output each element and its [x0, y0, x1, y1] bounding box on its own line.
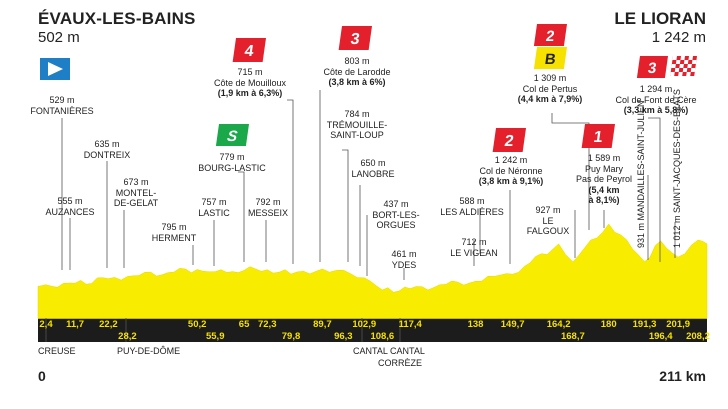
- start-town-name: ÉVAUX-LES-BAINS: [38, 9, 196, 28]
- km-mark-upper: 102,9: [352, 319, 377, 330]
- department-creuse: CREUSE: [38, 346, 76, 356]
- km-mark-upper: 164,2: [546, 319, 571, 330]
- start-flag-icon: [40, 58, 70, 80]
- sprint-badge: S: [215, 124, 249, 146]
- finish-town-name: LE LIORAN: [614, 9, 706, 28]
- department-puy-de-dome: PUY-DE-DÔME: [117, 346, 181, 356]
- bonus-icon: B: [544, 51, 557, 68]
- finish-altitude: 1 242 m: [651, 29, 706, 46]
- sprint-icon: S: [226, 128, 238, 145]
- cat3-badge-larodde: 3: [338, 26, 372, 50]
- waypoint-ydes: 461 m YDES: [391, 249, 417, 270]
- km-mark-upper: 89,7: [313, 319, 332, 330]
- km-mark-lower: 28,2: [118, 331, 137, 342]
- cat3-fdc-label: 3: [647, 60, 658, 77]
- waypoint-herment: 795 m HERMENT: [151, 222, 197, 243]
- start-km: 0: [38, 368, 46, 384]
- cat2-label: 2: [503, 132, 514, 150]
- km-mark-lower: 55,9: [205, 331, 225, 342]
- waypoint-le-vigean: 712 m LE VIGEAN: [450, 237, 498, 258]
- km-mark-lower: 108,6: [370, 331, 395, 342]
- km-mark-upper: 180: [600, 319, 617, 330]
- department-correze: CORRÈZE: [378, 358, 423, 368]
- finish-km: 211 km: [659, 368, 706, 384]
- cat4-label: 4: [243, 42, 254, 60]
- checkered-finish-icon: [670, 56, 697, 76]
- pointer-lines: [45, 90, 676, 342]
- km-mark-upper: 117,4: [398, 319, 422, 330]
- km-mark-lower: 196,4: [648, 331, 673, 342]
- waypoint-col-de-neronne: 1 242 m Col de Néronne (3,8 km à 9,1%): [478, 155, 544, 186]
- cat2-badge-neronne: 2: [492, 128, 526, 152]
- km-mark-lower: 96,3: [334, 331, 353, 342]
- cat3-badge-fontdecere: 3: [636, 56, 668, 78]
- waypoint-dontreix: 635 m DONTREIX: [83, 139, 131, 160]
- km-mark-upper: 50,2: [187, 319, 207, 330]
- elevation-profile-area: [37, 223, 708, 319]
- cat4-badge-mouilloux: 4: [232, 38, 266, 62]
- km-mark-upper: 201,9: [666, 319, 691, 330]
- bonus-badge-pertus: B: [533, 47, 567, 69]
- waypoint-col-de-font-de-cere: 1 294 m Col de Font de Cère (3,3 km à 5,8%…: [615, 84, 697, 115]
- waypoint-mandailles-saint-julien: 931 m MANDAILLES-SAINT-JULIEN: [636, 100, 646, 248]
- start-altitude: 502 m: [38, 29, 80, 46]
- km-mark-lower: 168,7: [560, 331, 585, 342]
- waypoint-col-de-pertus: 1 309 m Col de Pertus (4,4 km à 7,9%): [517, 73, 583, 104]
- km-mark-upper: 2,4: [39, 319, 53, 330]
- km-mark-lower: 79,8: [281, 331, 301, 342]
- km-band: [38, 318, 707, 342]
- waypoint-tremouille: 784 m TRÉMOUILLE- SAINT-LOUP: [326, 109, 388, 140]
- waypoint-cote-de-mouilloux: 715 m Côte de Mouilloux (1,9 km à 6,3%): [213, 67, 287, 98]
- km-mark-upper: 191,3: [632, 319, 657, 330]
- waypoint-bourg-lastic: 779 m BOURG-LASTIC: [198, 152, 266, 173]
- cat2-badge-pertus: 2: [533, 24, 567, 46]
- cat1-label: 1: [592, 128, 603, 146]
- waypoint-les-aldieres: 588 m LES ALDIÈRES: [440, 196, 504, 217]
- cat2-pertus-label: 2: [545, 28, 556, 45]
- waypoint-cote-de-larodde: 803 m Côte de Larodde (3,8 km à 6%): [323, 56, 391, 87]
- km-mark-upper: 11,7: [66, 319, 85, 330]
- waypoint-le-falgoux: 927 m LE FALGOUX: [526, 205, 570, 236]
- km-mark-upper: 72,3: [257, 319, 277, 330]
- km-mark-upper: 65: [238, 319, 250, 330]
- waypoint-bort-les-orgues: 437 m BORT-LES- ORGUES: [372, 199, 420, 230]
- cat1-badge-peyrol: 1: [581, 124, 615, 148]
- waypoint-saint-jacques-des-blats: 1 012 m SAINT-JACQUES-DES-BLATS: [672, 89, 682, 248]
- waypoint-lanobre: 650 m LANOBRE: [351, 158, 395, 179]
- km-mark-upper: 138: [467, 319, 484, 330]
- km-mark-lower: 208,2: [686, 331, 710, 342]
- waypoint-puy-mary-pas-de-peyrol: 1 589 m Puy Mary Pas de Peyrol (5,4 km à 8,1…: [575, 153, 633, 205]
- waypoint-messeix: 792 m MESSEIX: [247, 197, 289, 218]
- waypoint-fontanieres: 529 m FONTANIÈRES: [30, 95, 94, 116]
- department-cantal-cantal: CANTAL CANTAL: [353, 346, 425, 356]
- km-mark-upper: 149,7: [500, 319, 525, 330]
- km-mark-upper: 22,2: [99, 319, 118, 330]
- waypoint-lastic: 757 m LASTIC: [198, 197, 230, 218]
- cat3-label: 3: [349, 30, 360, 48]
- waypoint-montel: 673 m MONTEL- DE-GELAT: [113, 177, 159, 208]
- waypoint-auzances: 555 m AUZANCES: [45, 196, 95, 217]
